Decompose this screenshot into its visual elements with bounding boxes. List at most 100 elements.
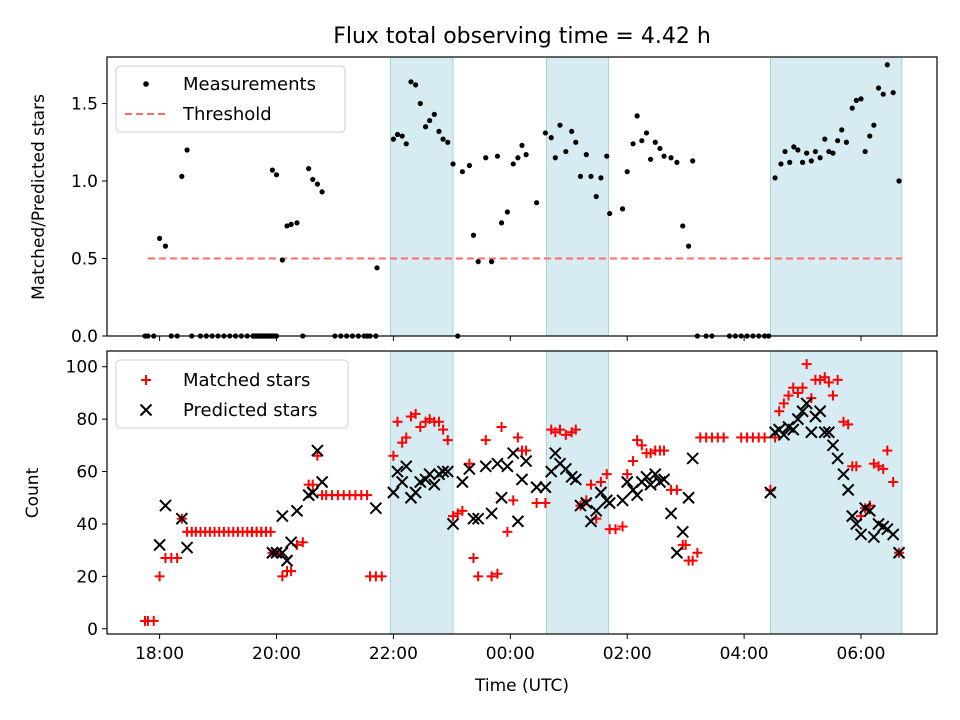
predicted-star-point xyxy=(511,515,525,528)
legend-label-predicted: Predicted stars xyxy=(183,400,317,421)
matched-star-point xyxy=(774,406,785,417)
measurement-point xyxy=(690,158,696,164)
measurement-point xyxy=(652,139,658,145)
matched-star-point xyxy=(297,537,308,548)
matched-star-point xyxy=(788,382,799,393)
predicted-star-point xyxy=(580,496,593,510)
measurement-point xyxy=(184,147,190,153)
predicted-star-point xyxy=(485,507,498,520)
x-stroke xyxy=(621,475,634,489)
predicted-star-point xyxy=(584,515,598,528)
measurement-point xyxy=(822,136,828,142)
matched-star-point xyxy=(442,435,453,446)
x-stroke xyxy=(276,546,289,559)
x-stroke xyxy=(463,462,476,476)
matched-star-point xyxy=(832,374,843,385)
predicted-star-point xyxy=(764,486,777,499)
matched-star-point xyxy=(154,571,165,582)
predicted-star-point xyxy=(153,538,166,552)
measurement-point xyxy=(843,139,850,145)
observing-window xyxy=(546,350,609,635)
matched-star-point xyxy=(415,421,426,432)
measurement-point xyxy=(436,128,442,134)
x-tick-label: 20:00 xyxy=(252,644,301,664)
matched-star-point xyxy=(601,469,612,480)
predicted-star-point xyxy=(387,486,400,499)
observing-window xyxy=(770,56,903,337)
measurement-point xyxy=(557,122,563,128)
predicted-star-point xyxy=(892,546,906,559)
x-stroke xyxy=(569,473,582,486)
predicted-star-point xyxy=(664,507,678,520)
matched-star-point xyxy=(312,450,323,461)
measurement-point xyxy=(808,158,814,164)
bottom-x-axis-ticks: 18:00 20:00 22:00 00:00 02:00 04:00 06:00 xyxy=(135,634,886,664)
measurement-point xyxy=(306,166,312,172)
predicted-star-point xyxy=(569,473,582,486)
predicted-star-point xyxy=(621,475,634,489)
predicted-star-point xyxy=(491,457,504,470)
measurement-point xyxy=(634,113,640,119)
x-stroke xyxy=(311,444,324,457)
predicted-star-point xyxy=(400,460,413,473)
x-stroke xyxy=(391,465,404,478)
predicted-star-point xyxy=(686,452,699,465)
predicted-star-point xyxy=(549,446,562,460)
top-y-axis-label: Matched/Predicted stars xyxy=(29,94,49,300)
measurement-point xyxy=(427,117,433,124)
predicted-star-point xyxy=(805,426,818,439)
measurement-point xyxy=(273,172,280,178)
predicted-star-point xyxy=(800,397,813,410)
x-stroke xyxy=(280,554,294,567)
x-stroke xyxy=(644,478,657,491)
x-stroke xyxy=(764,486,777,499)
matched-star-point xyxy=(362,490,373,501)
matched-star-point xyxy=(172,553,183,564)
matched-star-point xyxy=(797,382,808,393)
matched-star-point xyxy=(473,571,484,582)
x-stroke xyxy=(511,515,525,528)
y-tick-label: 1.5 xyxy=(71,95,98,115)
matched-star-point xyxy=(401,432,412,443)
top-y-axis-ticks: 0.0 0.5 1.0 1.5 xyxy=(71,95,107,347)
measurement-point xyxy=(593,193,599,200)
predicted-star-point xyxy=(463,462,476,476)
measurement-point xyxy=(778,161,784,167)
measurement-point xyxy=(647,156,654,162)
predicted-star-point xyxy=(826,439,840,452)
x-stroke xyxy=(630,488,644,502)
chart-title: Flux total observing time = 4.42 h xyxy=(333,24,711,49)
predicted-star-point xyxy=(276,546,289,559)
predicted-star-point xyxy=(590,504,603,518)
measurement-point xyxy=(799,159,806,165)
x-stroke xyxy=(682,491,695,504)
matched-star-point xyxy=(632,435,643,446)
predicted-star-point xyxy=(594,486,608,499)
matched-star-point xyxy=(260,526,271,537)
predicted-star-point xyxy=(369,502,383,515)
bottom-legend-box xyxy=(115,359,349,429)
x-stroke xyxy=(584,515,598,528)
bottom-y-axis-ticks: 0 20 40 60 80 100 xyxy=(66,358,107,640)
x-stroke xyxy=(594,486,608,499)
x-stroke xyxy=(822,426,836,439)
matched-star-point xyxy=(392,416,403,427)
measurement-point xyxy=(374,265,380,271)
predicted-star-point xyxy=(441,465,454,478)
x-stroke xyxy=(495,491,508,504)
matched-star-point xyxy=(148,615,159,626)
x-stroke xyxy=(436,465,450,478)
measurement-point xyxy=(523,152,529,158)
observing-window xyxy=(390,56,454,337)
matched-star-point xyxy=(508,495,519,506)
measurement-point xyxy=(319,189,325,195)
measurement-point xyxy=(445,139,451,145)
matched-star-point xyxy=(376,571,387,582)
x-stroke xyxy=(515,473,529,486)
x-stroke xyxy=(603,496,616,510)
x-stroke xyxy=(456,475,469,489)
matched-star-point xyxy=(521,445,532,456)
top-x-axis-ticks xyxy=(159,336,862,341)
measurement-point xyxy=(470,232,477,238)
x-stroke xyxy=(649,467,662,481)
